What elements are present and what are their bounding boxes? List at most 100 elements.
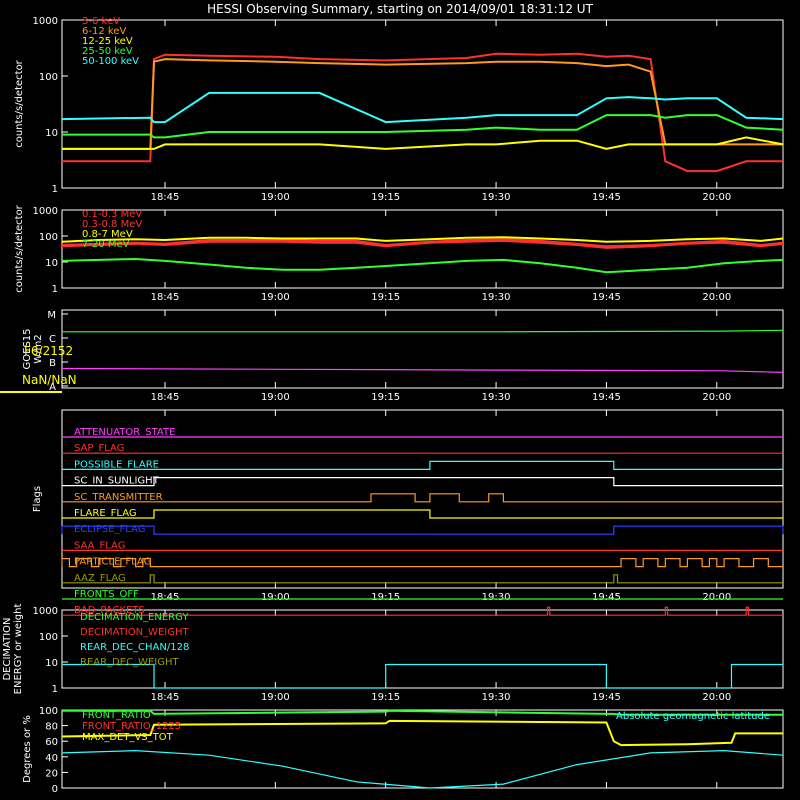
series-line-0.3-0.8-MeV xyxy=(61,239,784,249)
flag-label: POSSIBLE_FLARE xyxy=(74,459,159,470)
y-axis-label: DECIMATION xyxy=(2,617,13,680)
y-tick-label: 100 xyxy=(39,232,58,243)
time-tick-label: 19:00 xyxy=(261,692,290,703)
y-tick-label: 1000 xyxy=(33,606,58,617)
time-tick-label: 20:00 xyxy=(702,592,731,603)
goes-class-annotation: NaN/NaN xyxy=(22,373,77,387)
y-tick-label: 10 xyxy=(45,128,58,139)
time-tick-label: 19:30 xyxy=(482,292,511,303)
y-tick-label: 100 xyxy=(39,706,58,717)
high-energy-legend-entry: 7-20 MeV xyxy=(82,239,130,250)
y-tick-label: 40 xyxy=(45,753,58,764)
time-tick-label: 20:00 xyxy=(702,392,731,403)
time-tick-label: 19:45 xyxy=(592,392,621,403)
ephemeris-line-max-det-vs-tot xyxy=(61,719,783,747)
y-axis-label: GOES15 xyxy=(22,328,33,369)
flag-line-aaz-flag xyxy=(62,574,783,584)
decimation-legend-entry: REAR_DEC_WEIGHT xyxy=(80,657,179,668)
flag-label: SAP_FLAG xyxy=(74,443,124,454)
time-tick-label: 18:45 xyxy=(151,692,180,703)
time-tick-label: 19:15 xyxy=(371,192,400,203)
panel-frame-2 xyxy=(61,209,784,289)
y-tick-label: 1000 xyxy=(33,206,58,217)
y-axis-label: counts/s/detector xyxy=(14,204,25,292)
flag-line-sc-in-sunlight xyxy=(62,477,783,487)
flag-label: SAA_FLAG xyxy=(74,540,125,551)
time-tick-label: 18:45 xyxy=(151,392,180,403)
y-tick-label: B xyxy=(49,358,56,369)
y-axis-label: Flags xyxy=(32,486,43,512)
y-tick-label: 10 xyxy=(45,658,58,669)
time-tick-label: 19:30 xyxy=(482,692,511,703)
high-energy-legend-entry: 0.1-0.3 MeV xyxy=(82,209,142,220)
series-line-3-6-keV xyxy=(62,52,783,173)
y-tick-label: 10 xyxy=(45,258,58,269)
ephemeris-legend-entry: MAX_DET_VS_TOT xyxy=(82,732,174,743)
goes-class-annotation: F6/2152 xyxy=(24,344,73,358)
decimation-line xyxy=(62,663,783,689)
flag-line-sc-transmitter xyxy=(62,493,783,503)
flag-label: SC_IN_SUNLIGHT xyxy=(74,476,160,487)
time-tick-label: 19:30 xyxy=(482,192,511,203)
y-tick-label: C xyxy=(49,334,56,345)
panel-frame-3 xyxy=(61,309,784,389)
y-tick-label: 20 xyxy=(45,768,58,779)
time-tick-label: 18:45 xyxy=(151,192,180,203)
flag-line-bad-packets xyxy=(62,606,783,616)
lightcurve-legend-entry: 12-25 keV xyxy=(82,36,133,47)
high-energy-legend-entry: 0.8-7 MeV xyxy=(82,229,133,240)
goes-line-0-5-4-A xyxy=(61,367,784,373)
time-tick-label: 19:15 xyxy=(371,392,400,403)
decimation-legend-entry: REAR_DEC_CHAN/128 xyxy=(80,642,189,653)
high-energy-legend-entry: 0.3-0.8 MeV xyxy=(82,219,142,230)
lightcurve-legend-entry: 3-6 keV xyxy=(82,16,120,27)
time-tick-label: 19:00 xyxy=(261,392,290,403)
flag-label: SC_TRANSMITTER xyxy=(74,492,163,503)
y-tick-label: 1 xyxy=(52,284,58,295)
time-tick-label: 19:45 xyxy=(592,192,621,203)
y-tick-label: 100 xyxy=(39,72,58,83)
flag-label: PARTICLE_FLAG xyxy=(74,557,151,568)
flag-line-eclipse-flag xyxy=(61,525,784,535)
latitude-line xyxy=(61,749,784,789)
flag-label: FLARE_FLAG xyxy=(74,508,137,519)
series-line-6-12-keV xyxy=(62,58,783,150)
y-axis-label: W/m2 xyxy=(33,334,44,363)
series-line-12-25-keV xyxy=(62,136,784,150)
lightcurve-legend-entry: 50-100 keV xyxy=(82,56,139,67)
ephemeris-legend-entry: Absolute geomagnetic latitude xyxy=(616,711,770,722)
time-tick-label: 19:45 xyxy=(592,592,621,603)
y-tick-label: 60 xyxy=(45,737,58,748)
flag-label: ECLIPSE_FLAG xyxy=(74,524,145,535)
y-axis-label: ENERGY or weight xyxy=(13,604,24,695)
time-tick-label: 18:45 xyxy=(151,292,180,303)
panel-frame-1 xyxy=(61,19,784,189)
y-tick-label: 80 xyxy=(45,722,58,733)
time-tick-label: 19:00 xyxy=(261,192,290,203)
y-tick-label: 1 xyxy=(52,684,58,695)
flag-label: BAD_PACKETS xyxy=(74,605,145,616)
decimation-legend-entry: DECIMATION_WEIGHT xyxy=(80,627,189,638)
time-tick-label: 19:45 xyxy=(592,292,621,303)
time-tick-label: 20:00 xyxy=(702,192,731,203)
flag-line-possible-flare xyxy=(62,460,783,470)
flag-line-particle-flag xyxy=(61,558,783,568)
time-tick-label: 19:45 xyxy=(592,692,621,703)
time-tick-label: 20:00 xyxy=(702,692,731,703)
lightcurve-legend-entry: 25-50 keV xyxy=(82,46,133,57)
time-tick-label: 19:00 xyxy=(261,592,290,603)
series-line-25-50-keV xyxy=(62,114,784,139)
time-tick-label: 18:45 xyxy=(151,592,180,603)
series-line-7-20-MeV xyxy=(61,257,784,274)
time-tick-label: 19:15 xyxy=(371,292,400,303)
flag-label: FRONTS_OFF xyxy=(74,589,139,600)
series-line-0.8-7-MeV xyxy=(61,236,784,243)
flag-label: AAZ_FLAG xyxy=(74,573,126,584)
time-tick-label: 19:15 xyxy=(371,692,400,703)
flag-line-flare-flag xyxy=(62,509,783,519)
y-axis-label: Degrees or % xyxy=(22,715,33,783)
decimation-legend-entry: DECIMATION_ENERGY xyxy=(80,612,189,623)
flag-label: ATTENUATOR_STATE xyxy=(74,427,175,438)
